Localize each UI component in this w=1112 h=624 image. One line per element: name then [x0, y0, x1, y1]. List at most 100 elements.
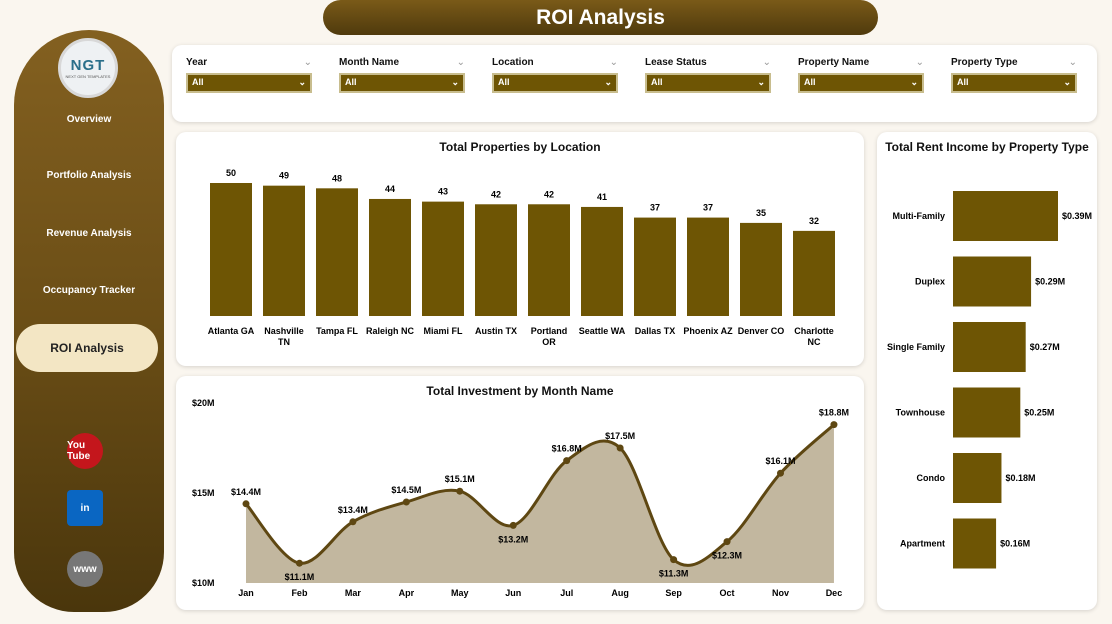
- y-tick-label: Single Family: [887, 342, 945, 352]
- data-label: $12.3M: [712, 551, 742, 561]
- chevron-down-icon: ⌄: [757, 77, 765, 87]
- x-tick-label: Seattle WA: [579, 326, 626, 336]
- globe-icon[interactable]: www: [67, 551, 103, 587]
- bar: [528, 204, 570, 316]
- filter-dropdown[interactable]: All ⌄: [645, 73, 771, 93]
- nav-occupancy-tracker[interactable]: Occupancy Tracker: [42, 285, 136, 296]
- data-label: 43: [438, 187, 448, 197]
- bar: [953, 453, 1002, 503]
- data-label: 44: [385, 184, 395, 194]
- filter-panel: Year ⌄ All ⌄ Month Name ⌄ All ⌄ Location ⌄ All ⌄ Lea…: [172, 45, 1097, 122]
- y-tick-label: Townhouse: [896, 408, 945, 418]
- data-label: $0.25M: [1024, 408, 1054, 418]
- youtube-icon[interactable]: You Tube: [67, 433, 103, 469]
- filter-dropdown[interactable]: All ⌄: [951, 73, 1077, 93]
- data-label: $14.5M: [391, 485, 421, 495]
- chart-title: Total Investment by Month Name: [426, 384, 614, 398]
- y-tick-label: $20M: [192, 398, 215, 408]
- bar: [953, 387, 1021, 438]
- chevron-down-icon[interactable]: ⌄: [1068, 57, 1077, 68]
- data-label: $0.27M: [1030, 342, 1060, 352]
- bar: [687, 217, 729, 316]
- filter-label: Location: [492, 57, 534, 68]
- data-label: 50: [226, 168, 236, 178]
- x-tick-label: NC: [808, 337, 821, 347]
- data-point: [456, 487, 464, 495]
- filter-dropdown[interactable]: All ⌄: [339, 73, 465, 93]
- data-label: $14.4M: [231, 487, 261, 497]
- data-label: 48: [332, 173, 342, 183]
- bar: [953, 322, 1026, 372]
- data-label: 42: [544, 189, 554, 199]
- data-point: [242, 500, 250, 508]
- filter-label: Month Name: [339, 57, 399, 68]
- x-tick-label: Dec: [826, 588, 843, 598]
- y-tick-label: Duplex: [915, 277, 945, 287]
- data-point: [509, 521, 517, 529]
- data-label: $11.1M: [285, 572, 315, 582]
- x-tick-label: Dallas TX: [635, 326, 676, 336]
- bar: [369, 198, 411, 316]
- bar: [793, 230, 835, 316]
- x-tick-label: OR: [542, 337, 556, 347]
- chevron-down-icon: ⌄: [298, 77, 306, 87]
- filter-dropdown[interactable]: All ⌄: [798, 73, 924, 93]
- x-tick-label: TN: [278, 337, 290, 347]
- bar: [263, 185, 305, 316]
- x-tick-label: Nov: [772, 588, 789, 598]
- data-label: 37: [650, 203, 660, 213]
- filter-dropdown[interactable]: All ⌄: [186, 73, 312, 93]
- data-label: $0.29M: [1035, 277, 1065, 287]
- bar: [475, 204, 517, 316]
- x-tick-label: Sep: [665, 588, 682, 598]
- y-tick-label: Condo: [917, 473, 946, 483]
- nav-revenue-analysis[interactable]: Revenue Analysis: [46, 228, 132, 239]
- data-label: $17.5M: [605, 431, 635, 441]
- filter-dropdown[interactable]: All ⌄: [492, 73, 618, 93]
- chevron-down-icon[interactable]: ⌄: [609, 57, 618, 68]
- nav-portfolio-analysis[interactable]: Portfolio Analysis: [46, 170, 132, 181]
- chevron-down-icon[interactable]: ⌄: [456, 57, 465, 68]
- chevron-down-icon[interactable]: ⌄: [303, 57, 312, 68]
- data-label: $16.8M: [552, 444, 582, 454]
- data-point: [349, 518, 357, 526]
- investment-by-month-chart: Total Investment by Month Name $20M $15M $…: [176, 376, 864, 610]
- x-tick-label: Phoenix AZ: [683, 326, 733, 336]
- chevron-down-icon[interactable]: ⌄: [915, 57, 924, 68]
- chevron-down-icon: ⌄: [910, 77, 918, 87]
- bar: [953, 518, 997, 569]
- bar: [634, 217, 676, 316]
- data-label: $16.1M: [765, 456, 795, 466]
- nav-overview[interactable]: Overview: [66, 114, 112, 125]
- bar: [740, 222, 782, 316]
- filter-label: Property Name: [798, 57, 870, 68]
- bar: [953, 256, 1032, 307]
- data-point: [723, 538, 731, 546]
- bar: [422, 201, 464, 316]
- x-tick-label: Feb: [291, 588, 308, 598]
- x-tick-label: Tampa FL: [316, 326, 358, 336]
- data-label: $13.2M: [498, 534, 528, 544]
- y-tick-label: $15M: [192, 488, 215, 498]
- data-label: 49: [279, 171, 289, 181]
- properties-by-location-chart: Total Properties by Location 50 Atlanta G…: [176, 132, 864, 366]
- nav-roi-analysis[interactable]: ROI Analysis: [16, 324, 158, 372]
- filter-location: Location ⌄ All ⌄: [492, 57, 618, 93]
- y-tick-label: Apartment: [900, 539, 945, 549]
- data-point: [670, 556, 678, 564]
- x-tick-label: Atlanta GA: [208, 326, 255, 336]
- data-point: [402, 498, 410, 506]
- x-tick-label: Apr: [399, 588, 415, 598]
- linkedin-icon[interactable]: in: [67, 490, 103, 526]
- data-label: $0.18M: [1005, 473, 1035, 483]
- data-point: [563, 457, 571, 465]
- chevron-down-icon: ⌄: [604, 77, 612, 87]
- data-label: 42: [491, 189, 501, 199]
- y-tick-label: $10M: [192, 578, 215, 588]
- data-label: 32: [809, 216, 819, 226]
- area-fill: [246, 424, 834, 583]
- data-point: [295, 559, 303, 567]
- chevron-down-icon[interactable]: ⌄: [762, 57, 771, 68]
- filter-year: Year ⌄ All ⌄: [186, 57, 312, 93]
- data-label: 41: [597, 192, 607, 202]
